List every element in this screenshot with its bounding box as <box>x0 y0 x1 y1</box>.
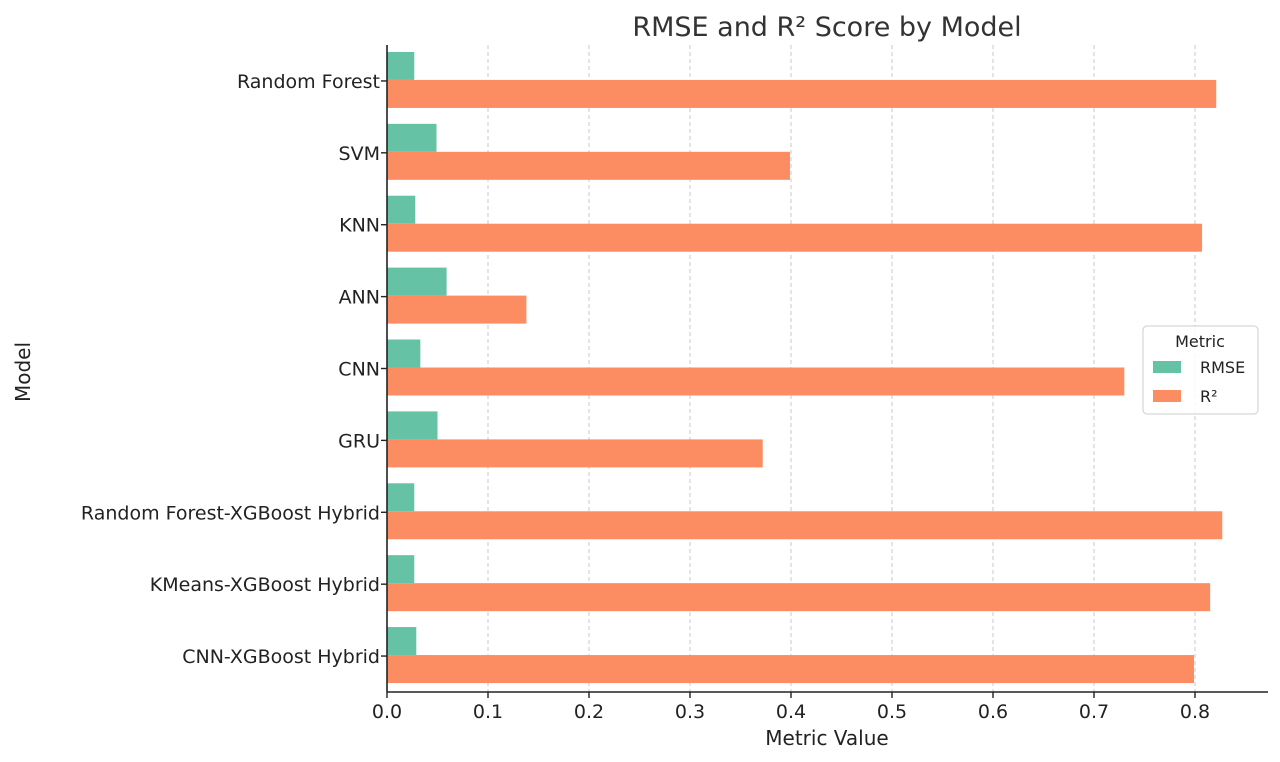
y-tick-label: Random Forest-XGBoost Hybrid <box>81 502 380 524</box>
legend-swatch-r2 <box>1153 390 1181 402</box>
y-tick-label: SVM <box>339 143 380 165</box>
y-tick-label: KMeans-XGBoost Hybrid <box>150 574 380 596</box>
legend-label-rmse: RMSE <box>1200 358 1245 377</box>
bar-rmse <box>387 195 416 224</box>
bar-rmse <box>387 51 415 80</box>
y-tick-label: ANN <box>339 287 380 309</box>
legend-label-r2: R² <box>1200 387 1218 406</box>
y-tick-label: CNN-XGBoost Hybrid <box>182 646 380 668</box>
legend-title: Metric <box>1175 332 1225 351</box>
bar-rmse <box>387 555 415 584</box>
y-tick-label: Random Forest <box>237 71 380 93</box>
y-tick-label: KNN <box>339 215 380 237</box>
bar-rmse <box>387 627 417 656</box>
x-tick-label: 0.2 <box>574 701 604 723</box>
y-tick-label: GRU <box>338 430 380 452</box>
legend-swatch-rmse <box>1153 361 1181 373</box>
bar-r2 <box>387 223 1203 252</box>
bar-r2 <box>387 439 763 468</box>
bar-rmse <box>387 411 438 440</box>
x-tick-label: 0.6 <box>978 701 1008 723</box>
bar-r2 <box>387 295 527 324</box>
bars <box>387 51 1223 684</box>
bar-r2 <box>387 79 1217 108</box>
bar-r2 <box>387 511 1223 540</box>
bar-rmse <box>387 483 415 512</box>
x-tick-label: 0.3 <box>675 701 705 723</box>
x-axis-label: Metric Value <box>765 726 888 750</box>
bar-rmse <box>387 339 421 368</box>
x-tick-label: 0.7 <box>1079 701 1109 723</box>
x-tick-label: 0.4 <box>776 701 806 723</box>
bar-rmse <box>387 267 447 296</box>
x-tick-label: 0.5 <box>877 701 907 723</box>
bar-r2 <box>387 655 1194 684</box>
bar-r2 <box>387 151 790 180</box>
x-tick-label: 0.0 <box>372 701 402 723</box>
bar-rmse <box>387 123 437 152</box>
y-ticks: Random Forest SVM KNN ANN CNN GRU Random Fores… <box>81 71 387 668</box>
chart-title: RMSE and R² Score by Model <box>632 12 1021 43</box>
bar-r2 <box>387 367 1125 396</box>
x-ticks: 0.0 0.1 0.2 0.3 0.4 0.5 0.6 0.7 0.8 <box>372 692 1210 723</box>
bar-r2 <box>387 583 1211 612</box>
x-tick-label: 0.1 <box>473 701 503 723</box>
y-axis-label: Model <box>11 342 35 402</box>
legend: Metric RMSE R² <box>1142 325 1259 415</box>
y-tick-label: CNN <box>338 359 380 381</box>
x-tick-label: 0.8 <box>1180 701 1210 723</box>
